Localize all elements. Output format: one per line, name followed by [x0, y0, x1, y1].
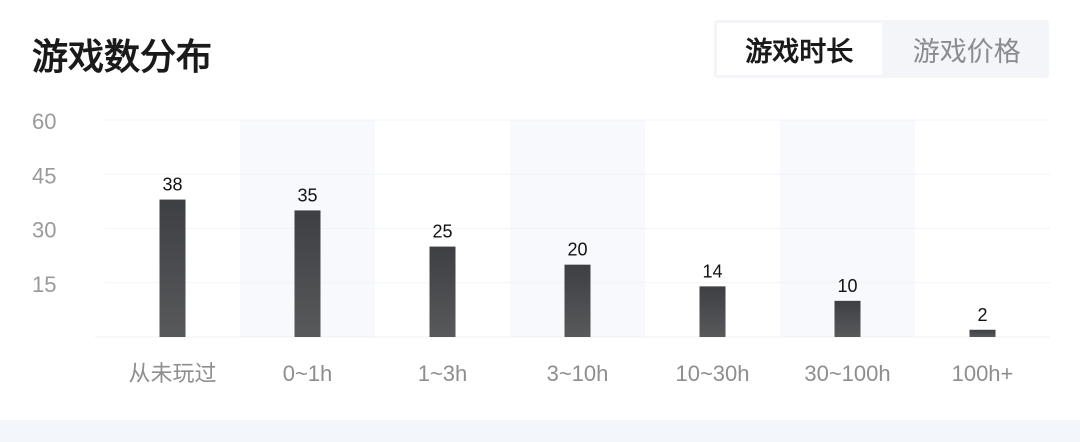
x-tick-label: 0~1h	[283, 361, 333, 386]
x-tick-label: 10~30h	[675, 361, 749, 386]
x-tick-label: 3~10h	[547, 361, 609, 386]
page-title: 游戏数分布	[32, 37, 213, 78]
data-label: 2	[977, 305, 987, 325]
bottom-divider	[0, 420, 1080, 442]
y-tick-label: 45	[32, 163, 56, 188]
bar-2	[429, 246, 456, 337]
data-label: 38	[162, 175, 182, 195]
y-tick-label: 15	[32, 272, 56, 297]
tab-play-time[interactable]: 游戏时长	[717, 23, 882, 75]
x-tick-label: 1~3h	[418, 361, 468, 386]
data-label: 14	[702, 261, 722, 281]
bar-0	[159, 199, 186, 337]
bar-3	[564, 264, 591, 337]
data-label: 35	[297, 185, 317, 205]
y-tick-label: 60	[32, 109, 56, 134]
data-label: 20	[567, 240, 587, 260]
data-label: 10	[837, 276, 857, 296]
x-tick-label: 100h+	[952, 361, 1014, 386]
data-label: 25	[432, 222, 452, 242]
bar-6	[969, 329, 996, 337]
tab-group: 游戏时长 游戏价格	[714, 20, 1049, 78]
bar-4	[699, 286, 726, 337]
bar-5	[834, 300, 861, 337]
x-tick-label: 30~100h	[804, 361, 890, 386]
tab-game-price[interactable]: 游戏价格	[912, 36, 1021, 68]
x-tick-label: 从未玩过	[128, 361, 216, 386]
bar-1	[294, 210, 321, 337]
y-tick-label: 30	[32, 218, 56, 243]
